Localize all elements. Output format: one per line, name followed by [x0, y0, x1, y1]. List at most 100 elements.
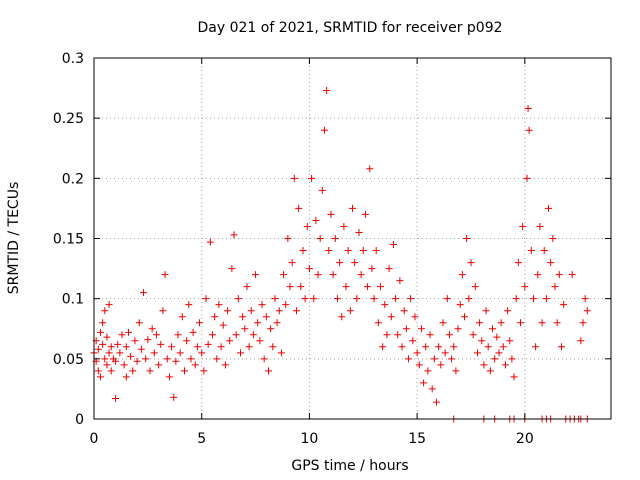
data-point [387, 313, 395, 321]
y-tick-label: 0.05 [53, 352, 84, 368]
data-point [499, 343, 507, 351]
data-point [176, 349, 184, 357]
data-point [260, 355, 268, 363]
data-point [581, 295, 589, 303]
data-point [458, 271, 466, 279]
data-point [396, 277, 404, 285]
data-point [437, 361, 445, 369]
data-point [200, 367, 208, 375]
data-point [489, 325, 497, 333]
data-point [159, 307, 167, 315]
data-point [152, 331, 160, 339]
data-point [211, 313, 219, 321]
data-point [527, 247, 535, 255]
data-point [96, 328, 104, 336]
data-point [540, 247, 548, 255]
data-point [112, 395, 120, 403]
chart-title: Day 021 of 2021, SRMTID for receiver p09… [197, 20, 502, 36]
data-point [252, 271, 260, 279]
data-point [426, 331, 434, 339]
data-point [178, 313, 186, 321]
data-point [428, 385, 436, 393]
data-point [521, 283, 529, 291]
data-point [234, 295, 242, 303]
data-point [245, 343, 253, 351]
data-point [320, 126, 328, 134]
data-point [355, 228, 363, 236]
data-point [301, 295, 309, 303]
data-point [517, 319, 525, 327]
data-point [340, 222, 348, 230]
data-point [180, 367, 188, 375]
data-point [303, 222, 311, 230]
data-point [467, 259, 475, 267]
data-point [557, 343, 565, 351]
data-point [361, 210, 369, 218]
data-point [407, 295, 415, 303]
data-point [523, 174, 531, 182]
data-point [224, 307, 232, 315]
data-point [366, 165, 374, 173]
data-point [191, 361, 199, 369]
y-tick-label: 0 [75, 412, 84, 428]
data-point [122, 343, 130, 351]
data-point [568, 271, 576, 279]
data-point [183, 337, 191, 345]
data-point [398, 343, 406, 351]
data-point [514, 259, 522, 267]
data-point [243, 283, 251, 291]
data-point [118, 331, 126, 339]
data-point [323, 86, 331, 94]
data-point [519, 222, 527, 230]
data-point [297, 283, 305, 291]
data-point [204, 340, 212, 348]
data-point [165, 373, 173, 381]
data-point [161, 271, 169, 279]
data-point [577, 337, 585, 345]
data-point [221, 361, 229, 369]
data-point [338, 313, 346, 321]
data-point [170, 393, 178, 401]
data-point [103, 361, 111, 369]
data-point [101, 355, 109, 363]
data-point [349, 204, 356, 212]
data-point [377, 283, 385, 291]
data-point [486, 367, 494, 375]
data-point [105, 301, 113, 309]
data-point [405, 355, 413, 363]
data-point [495, 349, 503, 357]
data-point [454, 325, 462, 333]
data-point [357, 271, 365, 279]
data-point [346, 307, 354, 315]
x-tick-label: 15 [408, 431, 426, 447]
data-point [99, 319, 107, 327]
data-point [420, 379, 428, 387]
data-point [473, 349, 481, 357]
data-point [379, 343, 387, 351]
data-point [394, 331, 402, 339]
data-point [372, 247, 380, 255]
data-point [247, 307, 255, 315]
y-axis-label: SRMTID / TECUs [6, 182, 22, 295]
data-point [292, 307, 300, 315]
data-point [264, 367, 272, 375]
data-point [236, 349, 244, 357]
data-point [551, 283, 559, 291]
data-point [105, 349, 113, 357]
x-tick-label: 20 [516, 431, 534, 447]
data-point [553, 319, 561, 327]
plot-frame [93, 57, 612, 420]
data-point [280, 271, 288, 279]
x-axis-label: GPS time / hours [291, 458, 408, 474]
data-point [469, 331, 477, 339]
data-point [316, 235, 324, 242]
data-point [435, 343, 443, 351]
data-point [241, 325, 249, 333]
data-point [107, 343, 115, 351]
data-point [353, 295, 361, 303]
data-point [325, 247, 333, 255]
data-point [208, 331, 216, 339]
data-point [127, 352, 135, 360]
data-point [359, 247, 367, 255]
